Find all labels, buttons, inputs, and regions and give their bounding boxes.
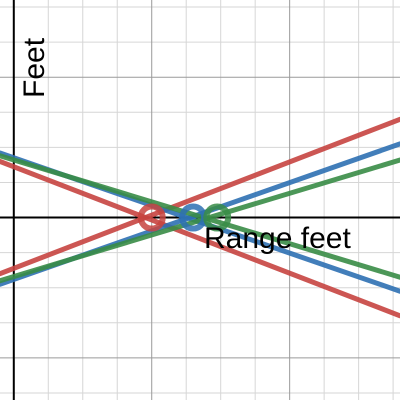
series-point-6 xyxy=(137,203,166,232)
y-axis-label: Feet xyxy=(18,37,51,98)
series-line-0 xyxy=(0,116,400,277)
series-line-4 xyxy=(0,157,400,284)
series-line-5 xyxy=(0,153,400,280)
series-point-8 xyxy=(203,203,232,232)
series-line-1 xyxy=(0,158,400,319)
x-axis-label: Range feet xyxy=(204,222,351,255)
series-layer xyxy=(0,116,400,319)
